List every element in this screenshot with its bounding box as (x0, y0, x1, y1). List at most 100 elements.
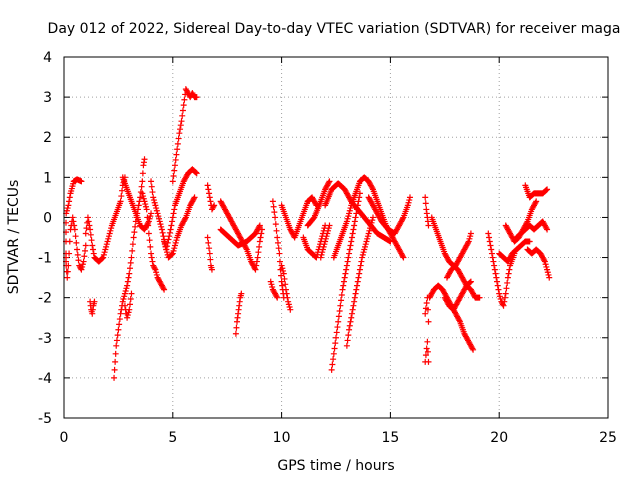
data-point-plus (424, 338, 431, 345)
data-point-plus (160, 233, 167, 240)
data-point-plus (542, 261, 549, 268)
data-point-plus (181, 96, 188, 103)
data-point-plus (256, 222, 263, 229)
data-point-plus (74, 251, 81, 258)
data-point-plus (335, 318, 342, 325)
data-point-plus (124, 278, 131, 285)
x-tick-label: 25 (599, 430, 617, 446)
data-point-plus (156, 218, 163, 225)
data-point-plus (155, 213, 162, 220)
data-point-plus (355, 198, 362, 205)
data-point-plus (176, 130, 183, 137)
data-point-plus (346, 326, 353, 333)
data-point-plus (160, 285, 167, 292)
data-point-plus (170, 210, 177, 217)
data-point-plus (276, 258, 283, 265)
data-point-plus (467, 233, 474, 240)
data-point-plus (325, 225, 332, 232)
data-point-plus (502, 294, 509, 301)
data-point-plus (486, 238, 493, 245)
data-point-plus (333, 334, 339, 341)
data-point-plus (78, 178, 85, 185)
data-point-plus (163, 249, 170, 256)
data-point-plus (526, 238, 533, 245)
data-point-plus (86, 222, 93, 229)
data-point-plus (422, 352, 429, 359)
data-point-plus (360, 249, 367, 256)
data-point-plus (356, 190, 363, 197)
data-point-plus (544, 226, 551, 233)
data-point-plus (66, 238, 73, 245)
data-point-plus (404, 202, 411, 209)
data-point-plus (358, 258, 365, 265)
data-point-plus (104, 238, 111, 245)
data-point-plus (488, 246, 495, 253)
data-point-plus (174, 146, 181, 153)
data-point-plus (82, 242, 89, 249)
data-point-plus (121, 293, 128, 300)
data-point-plus (117, 310, 124, 317)
data-point-plus (496, 293, 503, 300)
data-point-plus (119, 298, 126, 305)
data-point-plus (253, 262, 260, 269)
data-point-plus (179, 107, 186, 114)
data-point-plus (169, 250, 176, 257)
data-point-plus (501, 298, 508, 305)
x-tick-label: 10 (273, 430, 291, 446)
data-point-plus (342, 270, 349, 277)
data-point-plus (252, 266, 259, 273)
data-point-plus (274, 294, 281, 301)
data-point-plus (505, 270, 512, 277)
data-point-plus (210, 203, 217, 210)
data-point-plus (118, 193, 125, 200)
y-tick-label: -1 (38, 251, 52, 267)
data-point-plus (206, 250, 213, 257)
data-point-plus (285, 301, 292, 308)
data-point-plus (348, 314, 355, 321)
data-point-plus (331, 345, 338, 352)
data-point-plus (359, 254, 366, 261)
data-point-plus (152, 266, 159, 273)
data-point-plus (172, 239, 179, 246)
data-point-plus (206, 190, 213, 197)
data-point-plus (151, 199, 158, 206)
data-point-plus (139, 178, 146, 185)
data-point-plus (171, 167, 178, 174)
data-point-plus (338, 297, 345, 304)
data-point-plus (317, 254, 324, 261)
data-point-plus (161, 238, 168, 245)
data-point-plus (364, 235, 371, 242)
data-point-plus (148, 183, 155, 190)
data-point-plus (423, 345, 430, 352)
data-point-plus (544, 269, 551, 276)
data-point-plus (158, 226, 165, 233)
data-point-plus (488, 250, 495, 257)
data-point-plus (108, 225, 115, 232)
data-point-plus (347, 318, 354, 325)
data-point-plus (465, 239, 472, 246)
data-point-plus (363, 238, 370, 245)
data-point-plus (344, 337, 351, 344)
data-point-plus (65, 262, 72, 269)
data-point-plus (70, 218, 77, 225)
x-axis-label: GPS time / hours (277, 458, 394, 474)
data-point-plus (274, 239, 281, 246)
data-point-plus (90, 246, 97, 253)
data-point-plus (329, 361, 336, 368)
data-point-plus (85, 218, 92, 225)
data-point-plus (269, 198, 276, 205)
data-point-plus (206, 194, 213, 201)
data-point-plus (190, 195, 197, 202)
data-point-plus (148, 250, 155, 257)
data-point-plus (205, 239, 212, 246)
data-point-plus (253, 258, 260, 265)
data-point-plus (158, 223, 165, 230)
data-point-plus (103, 243, 110, 250)
data-point-plus (126, 306, 133, 313)
data-point-plus (161, 286, 168, 293)
data-point-plus (105, 233, 112, 240)
data-point-plus (285, 298, 292, 305)
data-point-plus (111, 374, 118, 381)
data-point-plus (139, 190, 146, 197)
